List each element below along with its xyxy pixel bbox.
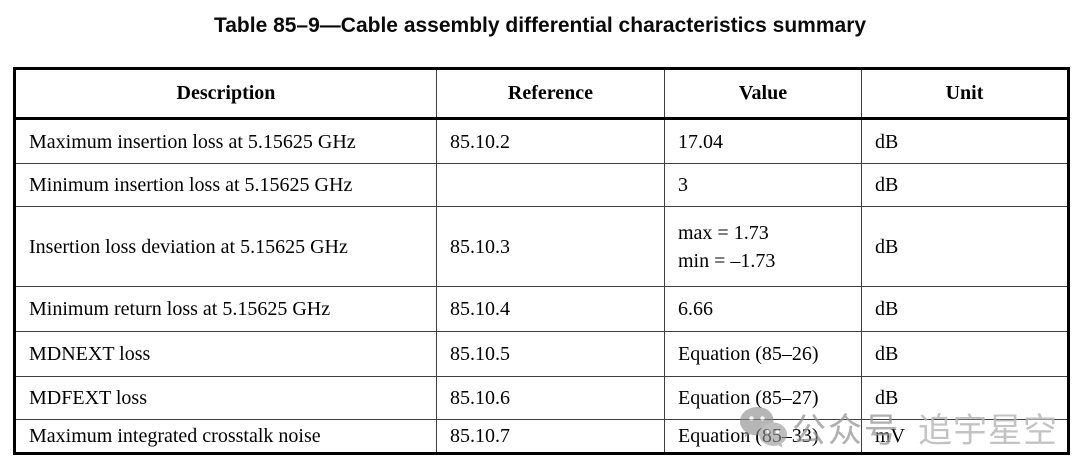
value-line: 6.66 <box>678 298 713 320</box>
value-line: Equation (85–26) <box>678 343 819 365</box>
value-line: Equation (85–27) <box>678 387 819 409</box>
unit-cell: dB <box>861 163 1069 207</box>
description-cell: MDFEXT loss <box>14 376 437 420</box>
value-line: 3 <box>678 174 688 196</box>
value-cell: Equation (85–26) <box>664 331 862 377</box>
reference-cell: 85.10.7 <box>436 419 665 454</box>
reference-cell: 85.10.5 <box>436 331 665 377</box>
table-row: Minimum return loss at 5.15625 GHz 85.10.… <box>14 286 1069 332</box>
description-cell: Insertion loss deviation at 5.15625 GHz <box>14 206 437 287</box>
description-cell: Maximum insertion loss at 5.15625 GHz <box>14 118 437 164</box>
unit-cell: dB <box>861 376 1069 420</box>
unit-cell: mV <box>861 419 1069 454</box>
characteristics-table: Description Reference Value Unit Maximum… <box>13 67 1070 455</box>
value-line: min = –1.73 <box>678 249 776 272</box>
col-header-value: Value <box>664 68 862 120</box>
description-cell: MDNEXT loss <box>14 331 437 377</box>
value-cell: max = 1.73 min = –1.73 <box>664 206 862 287</box>
value-cell: 17.04 <box>664 118 862 164</box>
table-row: MDFEXT loss 85.10.6 Equation (85–27) dB <box>14 376 1069 420</box>
table-row: Insertion loss deviation at 5.15625 GHz 8… <box>14 206 1069 287</box>
table-row: Minimum insertion loss at 5.15625 GHz 3 dB <box>14 163 1069 207</box>
unit-cell: dB <box>861 331 1069 377</box>
description-cell: Minimum return loss at 5.15625 GHz <box>14 286 437 332</box>
description-cell: Minimum insertion loss at 5.15625 GHz <box>14 163 437 207</box>
table-row: Maximum insertion loss at 5.15625 GHz 85.… <box>14 118 1069 164</box>
header-row: Description Reference Value Unit <box>14 68 1069 120</box>
reference-cell: 85.10.2 <box>436 118 665 164</box>
table-row: Maximum integrated crosstalk noise 85.10.… <box>14 419 1069 454</box>
col-header-reference: Reference <box>436 68 665 120</box>
table-title: Table 85–9—Cable assembly differential c… <box>213 14 867 37</box>
value-cell: 6.66 <box>664 286 862 332</box>
reference-cell: 85.10.6 <box>436 376 665 420</box>
value-line: max = 1.73 <box>678 221 769 244</box>
table-body: Maximum insertion loss at 5.15625 GHz 85.… <box>14 118 1069 454</box>
description-cell: Maximum integrated crosstalk noise <box>14 419 437 454</box>
value-cell: Equation (85–33) <box>664 419 862 454</box>
value-line: 17.04 <box>678 130 723 153</box>
unit-cell: dB <box>861 118 1069 164</box>
col-header-description: Description <box>14 68 437 120</box>
value-cell: Equation (85–27) <box>664 376 862 420</box>
col-header-unit: Unit <box>861 68 1069 120</box>
reference-cell: 85.10.3 <box>436 206 665 287</box>
reference-cell <box>436 163 665 207</box>
value-line: Equation (85–33) <box>678 425 819 447</box>
value-cell: 3 <box>664 163 862 207</box>
reference-cell: 85.10.4 <box>436 286 665 332</box>
unit-cell: dB <box>861 206 1069 287</box>
unit-cell: dB <box>861 286 1069 332</box>
table-row: MDNEXT loss 85.10.5 Equation (85–26) dB <box>14 331 1069 377</box>
